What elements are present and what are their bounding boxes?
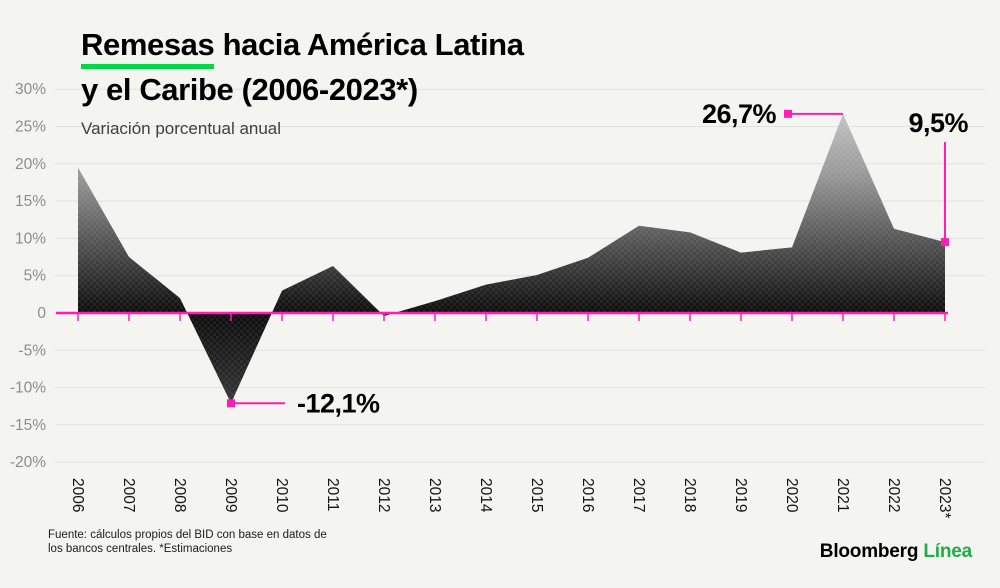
x-tick-label: 2009 [222, 478, 239, 512]
title-rest: hacia América Latina [214, 27, 524, 62]
y-tick-label: 5% [24, 268, 47, 285]
bloomberg-linea-logo: Bloomberg Línea [820, 541, 972, 563]
x-tick-label: 2020 [783, 478, 800, 513]
x-tick-label: 2022 [885, 478, 902, 512]
x-tick-label: 2006 [69, 478, 86, 512]
chart-header: Remesas hacia América Latina y el Caribe… [81, 22, 524, 139]
x-tick-label: 2007 [120, 478, 137, 512]
y-tick-label: 0 [37, 305, 46, 322]
x-tick-label: 2015 [528, 478, 545, 512]
x-tick-label: 2019 [732, 478, 749, 512]
y-tick-label: -10% [10, 380, 46, 397]
x-tick-label: 2012 [375, 478, 392, 512]
annotation-2023*: 9,5% [908, 108, 969, 247]
x-tick-label: 2008 [171, 478, 188, 512]
y-tick-label: 30% [15, 81, 46, 98]
source-line1: Fuente: cálculos propios del BID con bas… [48, 529, 327, 541]
y-tick-label: -20% [10, 454, 46, 471]
logo-linea: Línea [923, 541, 972, 562]
x-tick-label: 2013 [426, 478, 443, 512]
annotation-2021: 26,7% [702, 99, 843, 129]
x-tick-label: 2017 [630, 478, 647, 512]
x-tick-label: 2021 [834, 478, 851, 512]
y-tick-label: -15% [10, 417, 46, 434]
x-tick-label: 2018 [681, 478, 698, 512]
x-tick-label: 2011 [324, 478, 341, 511]
y-tick-label: 10% [15, 230, 46, 247]
source-note: Fuente: cálculos propios del BID con bas… [48, 528, 327, 556]
chart-title: Remesas hacia América Latina y el Caribe… [81, 22, 524, 112]
y-tick-label: 20% [15, 156, 46, 173]
annotation-label: -12,1% [297, 388, 380, 418]
annotations: -12,1% 26,7% 9,5% [227, 99, 969, 418]
annotation-label: 26,7% [702, 99, 777, 129]
zero-line-ticks [77, 314, 946, 321]
x-tick-label: 2016 [579, 478, 596, 512]
x-tick-label: 2014 [477, 478, 494, 513]
chart-subtitle: Variación porcentual anual [81, 119, 282, 138]
x-tick-label: 2010 [273, 478, 290, 513]
y-tick-label: 15% [15, 193, 46, 210]
source-line2: los bancos centrales. *Estimaciones [48, 543, 233, 555]
area-texture [78, 113, 945, 404]
title-line2: y el Caribe (2006-2023*) [81, 72, 418, 107]
annotation-label: 9,5% [908, 108, 968, 138]
y-axis-labels: 30% 25% 20% 15% 10% 5% 0 -5% -10% -15% -20% [10, 81, 47, 471]
annotation-2009: -12,1% [227, 388, 381, 418]
y-tick-label: 25% [15, 119, 46, 136]
title-underlined-word: Remesas [81, 22, 215, 69]
x-axis-labels: 2006 2007 2008 2009 2010 2011 2012 2013 2014 2015… [69, 478, 953, 519]
x-tick-label: 2023* [936, 478, 953, 519]
y-tick-label: -5% [18, 342, 46, 359]
logo-bloomberg: Bloomberg [819, 541, 919, 562]
